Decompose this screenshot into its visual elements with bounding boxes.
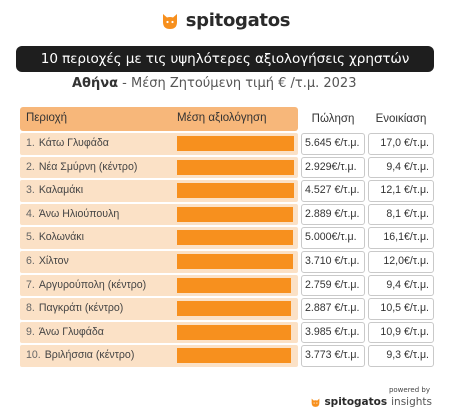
footer-suffix: insights	[391, 396, 432, 408]
region-name: 5. Κολωνάκι	[26, 231, 84, 243]
header-band	[20, 107, 298, 131]
rank-number: 3.	[26, 184, 35, 197]
rating-bar	[177, 301, 291, 317]
rank-number: 2.	[26, 160, 35, 173]
rent-price-cell: 12,0€/τ.μ.	[368, 251, 434, 273]
region-label: Νέα Σμύρνη (κέντρο)	[38, 160, 138, 173]
rent-price-cell: 9,3 €/τ.μ.	[368, 345, 434, 367]
rating-bar	[177, 230, 293, 246]
region-name: 7. Αργυρούπολη (κέντρο)	[26, 279, 146, 291]
sale-price-cell: 5.645 €/τ.μ.	[301, 133, 365, 155]
header-region: Περιοχή	[26, 112, 68, 124]
rank-number: 6.	[26, 255, 35, 268]
header-rating: Μέση αξιολόγηση	[177, 112, 267, 124]
rating-bar	[177, 136, 294, 152]
rating-bar	[177, 348, 291, 364]
ratings-table: Περιοχή Μέση αξιολόγηση Πώληση Ενοικίαση…	[20, 107, 434, 367]
sale-price-cell: 2.929€/τ.μ.	[301, 156, 365, 179]
page-subtitle: Αθήνα - Μέση Ζητούμενη τιμή € /τ.μ. 2023	[72, 76, 356, 91]
table-header: Περιοχή Μέση αξιολόγηση Πώληση Ενοικίαση	[20, 107, 434, 131]
rating-bar	[177, 159, 294, 175]
region-label: Παγκράτι (κέντρο)	[38, 302, 124, 315]
region-label: Αργυρούπολη (κέντρο)	[38, 278, 147, 291]
table-row: 9. Άνω Γλυφάδα 3.985 €/τ.μ. 10,9 €/τ.μ.	[20, 321, 434, 344]
header-sale: Πώληση	[311, 113, 355, 125]
sale-price-cell: 2.889 €/τ.μ.	[301, 203, 365, 226]
rank-number: 9.	[26, 325, 35, 338]
sale-price-cell: 2.759 €/τ.μ.	[301, 274, 365, 297]
table-body: 1. Κάτω Γλυφάδα 5.645 €/τ.μ. 17,0 €/τ.μ. 2. Ν…	[20, 133, 434, 367]
region-name: 8. Παγκράτι (κέντρο)	[26, 302, 123, 314]
rent-price-cell: 9,4 €/τ.μ.	[368, 156, 434, 179]
region-label: Άνω Ηλιούπουλη	[38, 207, 120, 220]
region-label: Χίλτον	[38, 255, 69, 268]
rating-bar	[177, 183, 294, 199]
region-name: 9. Άνω Γλυφάδα	[26, 326, 104, 338]
region-label: Κολωνάκι	[38, 231, 84, 244]
cat-head-icon	[312, 398, 320, 407]
rating-bar	[177, 206, 293, 222]
region-name: 1. Κάτω Γλυφάδα	[26, 137, 109, 149]
sale-price-cell: 3.985 €/τ.μ.	[301, 321, 365, 344]
rent-price-cell: 12,1 €/τ.μ.	[368, 180, 434, 202]
table-row: 2. Νέα Σμύρνη (κέντρο) 2.929€/τ.μ. 9,4 €/τ.…	[20, 156, 434, 179]
rating-bar	[177, 277, 291, 293]
rating-bar	[177, 254, 293, 270]
rank-number: 10.	[26, 349, 41, 362]
rent-price-cell: 9,4 €/τ.μ.	[368, 274, 434, 297]
rank-number: 8.	[26, 302, 35, 315]
rank-number: 4.	[26, 207, 35, 220]
region-name: 4. Άνω Ηλιούπουλη	[26, 208, 119, 220]
region-name: 10. Βριλήσσια (κέντρο)	[26, 349, 134, 361]
region-label: Καλαμάκι	[38, 184, 84, 197]
brand-logo: spitogatos	[0, 10, 450, 31]
sale-price-cell: 3.773 €/τ.μ.	[301, 345, 365, 367]
sale-price-cell: 4.527 €/τ.μ.	[301, 180, 365, 202]
region-name: 3. Καλαμάκι	[26, 184, 83, 196]
table-row: 10. Βριλήσσια (κέντρο) 3.773 €/τ.μ. 9,3 €/τ…	[20, 345, 434, 367]
powered-by-label: powered by	[388, 386, 430, 394]
title-banner: 10 περιοχές με τις υψηλότερες αξιολογήσε…	[16, 46, 434, 72]
rent-price-cell: 16,1€/τ.μ.	[368, 227, 434, 249]
subtitle-description: - Μέση Ζητούμενη τιμή € /τ.μ. 2023	[118, 76, 357, 91]
header-rent: Ενοικίαση	[375, 113, 427, 125]
brand-name: spitogatos	[185, 10, 291, 31]
sale-price-cell: 5.000€/τ.μ.	[301, 227, 365, 249]
rank-number: 5.	[26, 231, 35, 244]
rent-price-cell: 10,5 €/τ.μ.	[368, 298, 434, 320]
sale-price-cell: 3.710 €/τ.μ.	[301, 251, 365, 273]
cat-head-icon	[162, 13, 177, 29]
region-name: 2. Νέα Σμύρνη (κέντρο)	[26, 161, 137, 173]
table-row: 1. Κάτω Γλυφάδα 5.645 €/τ.μ. 17,0 €/τ.μ.	[20, 133, 434, 155]
rent-price-cell: 8,1 €/τ.μ.	[368, 203, 434, 226]
region-label: Κάτω Γλυφάδα	[38, 137, 109, 150]
page-title: 10 περιοχές με τις υψηλότερες αξιολογήσε…	[40, 51, 410, 67]
table-row: 8. Παγκράτι (κέντρο) 2.887 €/τ.μ. 10,5 €/τ.…	[20, 298, 434, 320]
table-row: 6. Χίλτον 3.710 €/τ.μ. 12,0€/τ.μ.	[20, 251, 434, 273]
rent-price-cell: 10,9 €/τ.μ.	[368, 321, 434, 344]
table-row: 5. Κολωνάκι 5.000€/τ.μ. 16,1€/τ.μ.	[20, 227, 434, 249]
subtitle-city: Αθήνα	[72, 76, 119, 91]
region-name: 6. Χίλτον	[26, 255, 69, 267]
table-row: 3. Καλαμάκι 4.527 €/τ.μ. 12,1 €/τ.μ.	[20, 180, 434, 202]
region-label: Άνω Γλυφάδα	[38, 325, 104, 338]
table-row: 4. Άνω Ηλιούπουλη 2.889 €/τ.μ. 8,1 €/τ.μ.	[20, 203, 434, 226]
footer-logo: spitogatos insights	[310, 396, 432, 408]
rating-bar	[177, 324, 291, 340]
table-row: 7. Αργυρούπολη (κέντρο) 2.759 €/τ.μ. 9,4 €/…	[20, 274, 434, 297]
sale-price-cell: 2.887 €/τ.μ.	[301, 298, 365, 320]
footer-brand: spitogatos	[324, 396, 388, 408]
rank-number: 7.	[26, 278, 35, 291]
rent-price-cell: 17,0 €/τ.μ.	[368, 133, 434, 155]
region-label: Βριλήσσια (κέντρο)	[44, 349, 135, 362]
rank-number: 1.	[26, 137, 35, 150]
